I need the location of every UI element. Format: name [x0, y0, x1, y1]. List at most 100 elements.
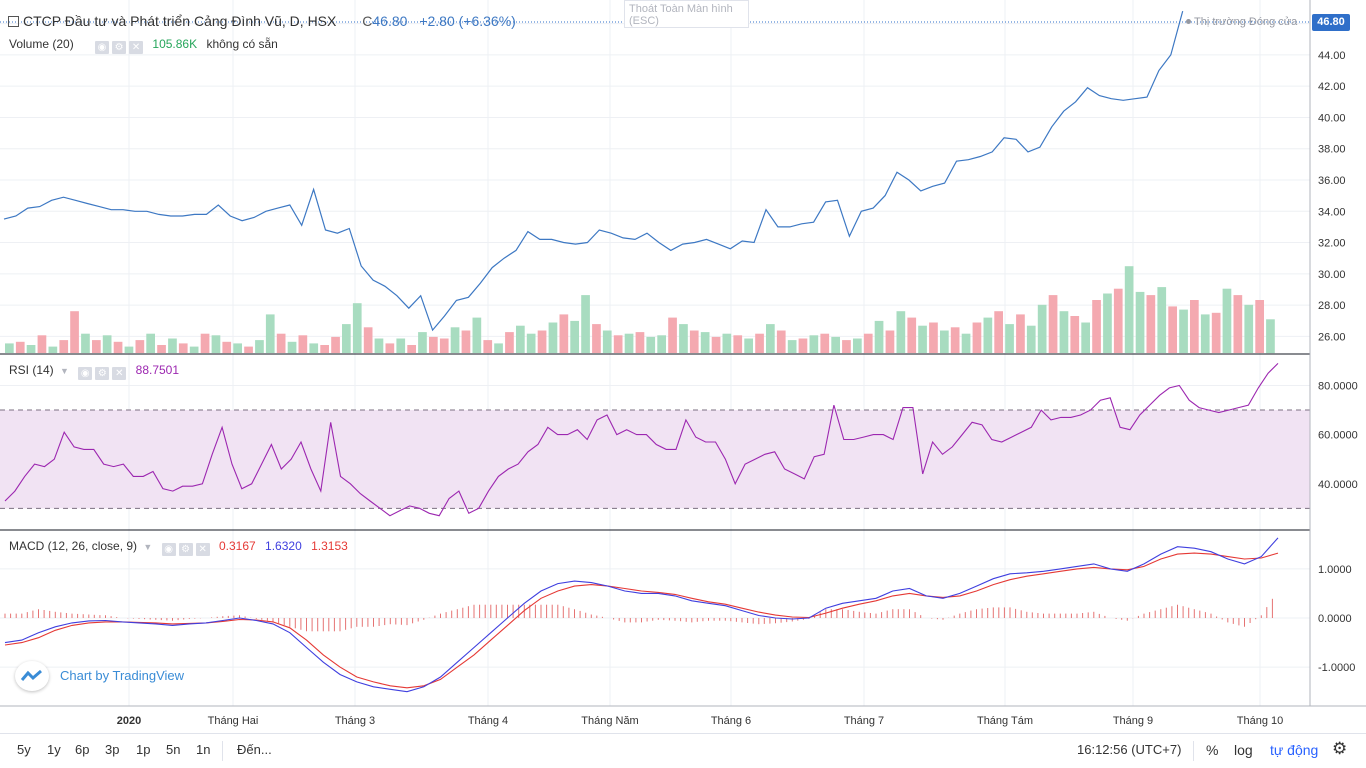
rsi-tick-label: 80.0000	[1318, 380, 1358, 392]
timeframe-1n[interactable]: 1n	[196, 742, 211, 757]
price-tick-label: 44.00	[1318, 50, 1346, 62]
chevron-down-icon[interactable]: ▼	[60, 366, 69, 376]
volume-bar	[396, 338, 406, 353]
volume-bar	[940, 330, 949, 353]
rsi-legend: RSI (14) ▼ ◉ ⚙ ✕ 88.7501	[9, 363, 180, 380]
volume-bar	[1168, 306, 1177, 353]
volume-bar	[342, 324, 351, 353]
volume-bar	[244, 346, 253, 353]
eye-icon[interactable]: ◉	[95, 41, 110, 54]
price-tick-label: 30.00	[1318, 269, 1346, 281]
volume-bar	[646, 336, 656, 353]
close-icon[interactable]: ✕	[195, 543, 210, 556]
timeframe-1y[interactable]: 1y	[47, 742, 61, 757]
bottom-toolbar: 5y 1y 6p 3p 1p 5n 1n Đến... 16:12:56 (UT…	[0, 733, 1366, 768]
volume-bar	[48, 346, 58, 353]
eye-icon[interactable]: ◉	[161, 543, 176, 556]
timeframe-6p[interactable]: 6p	[75, 742, 90, 757]
log-toggle[interactable]: log	[1234, 742, 1253, 758]
volume-bar	[602, 330, 612, 353]
rsi-tick-label: 40.0000	[1318, 479, 1358, 491]
price-tick-label: 28.00	[1318, 300, 1346, 312]
signal-value: 1.3153	[311, 539, 348, 553]
macd-series-line	[4, 537, 1279, 693]
time-tick-label: 2020	[117, 715, 141, 727]
volume-bar	[972, 322, 982, 353]
volume-bar	[516, 325, 525, 353]
volume-bar	[1113, 288, 1123, 353]
clock[interactable]: 16:12:56 (UTC+7)	[1077, 742, 1182, 757]
auto-scale-toggle[interactable]: tự động	[1270, 742, 1319, 758]
volume-bar	[831, 336, 840, 353]
percent-toggle[interactable]: %	[1206, 742, 1219, 758]
volume-bar	[863, 333, 873, 353]
volume-bar	[755, 333, 764, 353]
price-line	[3, 10, 1184, 332]
price-tick-label: 40.00	[1318, 112, 1346, 124]
volume-bar	[548, 322, 558, 353]
volume-bar	[309, 343, 319, 353]
price-tick-label: 38.00	[1318, 144, 1346, 156]
volume-bar	[1103, 293, 1112, 353]
market-status: Thị trường Đóng cửa	[1186, 16, 1297, 28]
volume-bar	[798, 338, 808, 353]
chevron-down-icon[interactable]: ▼	[143, 542, 153, 552]
volume-bar	[298, 335, 308, 353]
time-tick-label: Tháng 10	[1237, 715, 1283, 727]
volume-bar	[124, 346, 134, 353]
macd-tick-label: -1.0000	[1318, 662, 1355, 674]
exit-fullscreen-tooltip[interactable]: Thoát Toàn Màn hình (ESC)	[624, 0, 749, 28]
close-icon[interactable]: ✕	[129, 41, 144, 54]
volume-bar	[874, 320, 884, 353]
volume-bar	[439, 338, 449, 353]
timeframe-3p[interactable]: 3p	[105, 742, 120, 757]
price-series-line	[3, 10, 1184, 332]
volume-bar	[1059, 311, 1069, 353]
gear-icon[interactable]: ⚙	[112, 41, 127, 54]
volume-bar	[722, 333, 732, 353]
gear-icon[interactable]: ⚙	[95, 367, 110, 380]
close-icon[interactable]: ✕	[112, 367, 127, 380]
collapse-icon[interactable]	[8, 16, 19, 27]
timeframe-5n[interactable]: 5n	[166, 742, 181, 757]
rsi-value: 88.7501	[135, 363, 180, 377]
gear-icon[interactable]: ⚙	[178, 543, 193, 556]
volume-bar	[689, 330, 699, 353]
gear-icon[interactable]: ⚙	[1332, 739, 1348, 758]
time-tick-label: Tháng Tám	[977, 715, 1033, 727]
volume-bar	[102, 335, 112, 353]
goto-date-button[interactable]: Đến...	[237, 742, 272, 757]
price-tick-label: 26.00	[1318, 331, 1346, 343]
tradingview-branding[interactable]: Chart by TradingView	[60, 668, 185, 683]
macd-lines	[4, 537, 1279, 693]
price-tick-label: 32.00	[1318, 238, 1346, 250]
eye-icon[interactable]: ◉	[78, 367, 93, 380]
toolbar-divider	[1193, 741, 1194, 761]
close-label: C	[362, 13, 373, 29]
price-tag: 46.80	[1312, 14, 1350, 31]
volume-bar	[1016, 314, 1025, 353]
volume-bar	[461, 330, 471, 353]
timeframe-5y[interactable]: 5y	[17, 742, 31, 757]
volume-bar	[1255, 300, 1264, 353]
volume-bar	[92, 340, 101, 353]
volume-bar	[1200, 314, 1210, 353]
price-tick-label: 36.00	[1318, 175, 1346, 187]
volume-bar	[450, 327, 460, 353]
volume-bar	[385, 343, 395, 353]
volume-bar	[668, 317, 677, 353]
macd-tick-label: 0.0000	[1318, 613, 1352, 625]
time-tick-label: Tháng 9	[1113, 715, 1153, 727]
volume-bars	[5, 266, 1275, 354]
volume-value: 105.86K	[152, 37, 198, 51]
volume-bar	[320, 345, 329, 353]
volume-bar	[15, 341, 25, 354]
volume-bar	[1211, 312, 1221, 353]
volume-bar	[265, 314, 275, 353]
tradingview-logo[interactable]	[15, 661, 49, 691]
timeframe-1p[interactable]: 1p	[136, 742, 151, 757]
price-tick-label: 34.00	[1318, 206, 1346, 218]
volume-bar	[1146, 295, 1156, 353]
volume-bar	[733, 335, 743, 353]
